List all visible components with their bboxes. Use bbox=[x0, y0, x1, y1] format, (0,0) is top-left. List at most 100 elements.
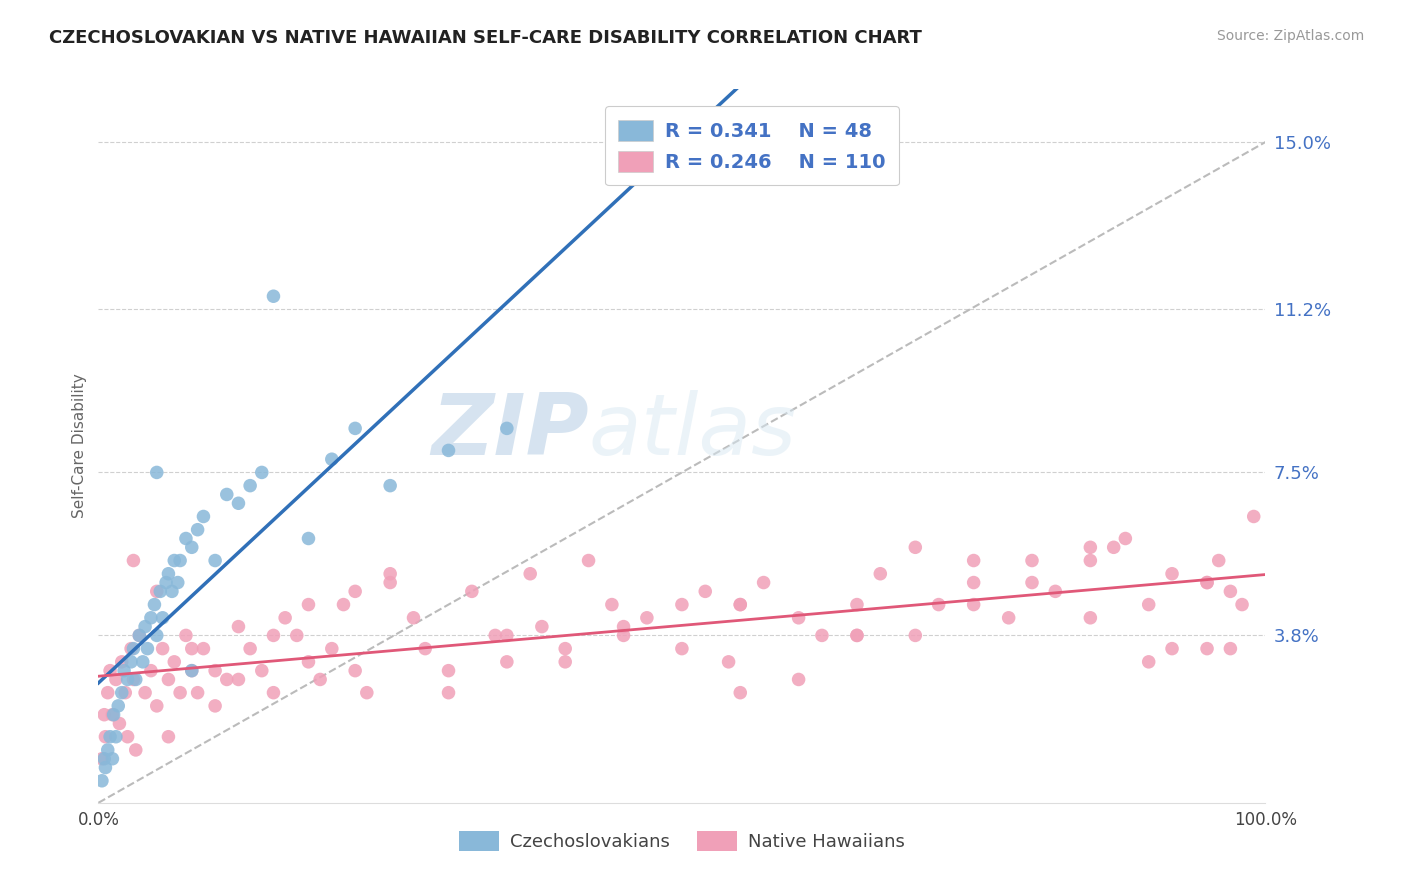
Point bbox=[413, 641, 436, 656]
Point bbox=[846, 598, 869, 612]
Point bbox=[1219, 584, 1241, 599]
Point bbox=[437, 664, 460, 678]
Point bbox=[1080, 553, 1102, 567]
Text: atlas: atlas bbox=[589, 390, 797, 474]
Point bbox=[1197, 575, 1219, 590]
Point bbox=[139, 664, 162, 678]
Point bbox=[1137, 598, 1160, 612]
Point bbox=[530, 619, 553, 633]
Point bbox=[204, 664, 226, 678]
Point bbox=[215, 673, 238, 687]
Point bbox=[297, 655, 319, 669]
Point bbox=[671, 641, 693, 656]
Point bbox=[1197, 641, 1219, 656]
Point bbox=[1080, 611, 1102, 625]
Point bbox=[97, 686, 120, 700]
Point bbox=[496, 655, 519, 669]
Point bbox=[262, 686, 284, 700]
Point bbox=[484, 628, 506, 642]
Point bbox=[332, 598, 354, 612]
Point bbox=[578, 553, 600, 567]
Point bbox=[730, 598, 752, 612]
Point bbox=[125, 673, 148, 687]
Point bbox=[612, 619, 634, 633]
Point bbox=[180, 541, 202, 555]
Point bbox=[846, 628, 869, 642]
Point bbox=[114, 686, 136, 700]
Point bbox=[285, 628, 308, 642]
Point bbox=[1045, 584, 1067, 599]
Point bbox=[297, 532, 319, 546]
Point bbox=[107, 698, 129, 713]
Point bbox=[193, 509, 215, 524]
Point bbox=[1230, 598, 1253, 612]
Point bbox=[204, 553, 226, 567]
Point bbox=[496, 628, 519, 642]
Point bbox=[461, 584, 484, 599]
Point bbox=[274, 611, 297, 625]
Point bbox=[134, 686, 156, 700]
Point bbox=[180, 641, 202, 656]
Point bbox=[321, 452, 343, 467]
Point bbox=[297, 598, 319, 612]
Point bbox=[962, 575, 984, 590]
Point bbox=[904, 628, 927, 642]
Text: Source: ZipAtlas.com: Source: ZipAtlas.com bbox=[1216, 29, 1364, 43]
Point bbox=[174, 532, 197, 546]
Point bbox=[437, 443, 460, 458]
Point bbox=[215, 487, 238, 501]
Point bbox=[104, 673, 127, 687]
Point bbox=[846, 628, 869, 642]
Point bbox=[128, 628, 150, 642]
Point bbox=[402, 611, 425, 625]
Point bbox=[1208, 553, 1230, 567]
Point bbox=[146, 584, 169, 599]
Point bbox=[671, 598, 693, 612]
Point bbox=[1102, 541, 1125, 555]
Point bbox=[869, 566, 891, 581]
Point bbox=[157, 566, 180, 581]
Point bbox=[262, 289, 284, 303]
Point bbox=[1243, 509, 1265, 524]
Point bbox=[239, 641, 262, 656]
Point bbox=[228, 673, 250, 687]
Point bbox=[1137, 655, 1160, 669]
Point bbox=[122, 553, 145, 567]
Point bbox=[730, 598, 752, 612]
Point bbox=[1080, 541, 1102, 555]
Point bbox=[180, 664, 202, 678]
Point bbox=[1114, 532, 1136, 546]
Text: ZIP: ZIP bbox=[430, 390, 589, 474]
Point bbox=[117, 673, 139, 687]
Point bbox=[97, 743, 120, 757]
Point bbox=[187, 523, 209, 537]
Point bbox=[1021, 553, 1043, 567]
Point bbox=[193, 641, 215, 656]
Point bbox=[1219, 641, 1241, 656]
Point bbox=[380, 478, 402, 492]
Point bbox=[228, 619, 250, 633]
Point bbox=[997, 611, 1019, 625]
Point bbox=[636, 611, 658, 625]
Point bbox=[928, 598, 950, 612]
Point bbox=[98, 730, 121, 744]
Point bbox=[695, 584, 717, 599]
Point bbox=[108, 716, 131, 731]
Point bbox=[149, 584, 172, 599]
Point bbox=[380, 566, 402, 581]
Point bbox=[787, 673, 810, 687]
Point bbox=[111, 686, 134, 700]
Point bbox=[111, 655, 134, 669]
Point bbox=[93, 707, 115, 722]
Point bbox=[496, 421, 519, 435]
Point bbox=[152, 611, 174, 625]
Point bbox=[132, 655, 155, 669]
Point bbox=[1021, 575, 1043, 590]
Point bbox=[187, 686, 209, 700]
Point bbox=[104, 730, 127, 744]
Point bbox=[904, 541, 927, 555]
Point bbox=[157, 673, 180, 687]
Point bbox=[787, 611, 810, 625]
Point bbox=[344, 421, 367, 435]
Point bbox=[128, 628, 150, 642]
